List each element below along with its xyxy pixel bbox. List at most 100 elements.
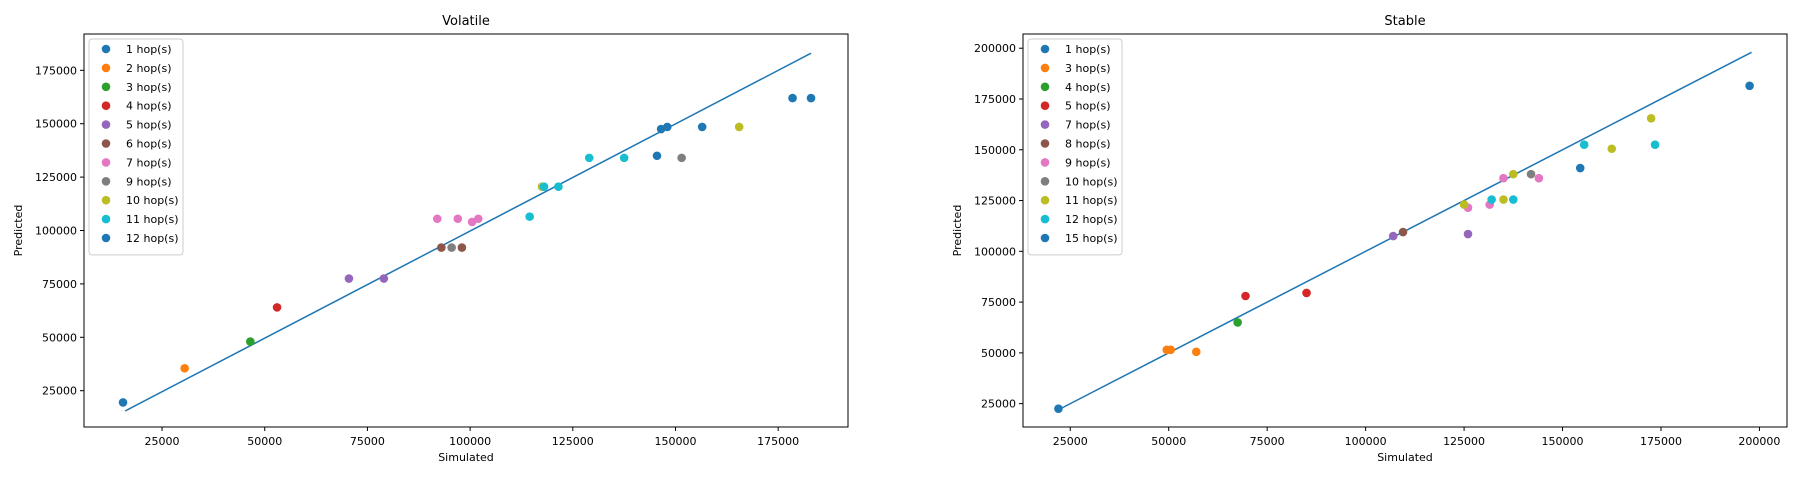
legend-marker xyxy=(101,63,111,73)
legend-entry: 8 hop(s) xyxy=(1065,138,1111,151)
chart-title: Stable xyxy=(1384,14,1425,29)
x-tick-label: 75000 xyxy=(350,435,385,448)
data-point xyxy=(437,243,446,252)
legend-entry: 4 hop(s) xyxy=(126,100,172,113)
data-point xyxy=(734,122,744,132)
data-point xyxy=(584,153,594,163)
legend-entry: 7 hop(s) xyxy=(126,156,172,169)
legend-marker xyxy=(1040,158,1050,167)
data-point xyxy=(1499,195,1508,204)
x-tick-label: 75000 xyxy=(1250,435,1285,448)
data-point xyxy=(1233,318,1242,327)
y-tick-label: 150000 xyxy=(974,144,1016,157)
y-tick-label: 125000 xyxy=(35,171,77,184)
data-point xyxy=(1487,195,1496,204)
legend-marker xyxy=(1040,139,1050,148)
y-tick-label: 25000 xyxy=(981,398,1016,411)
legend-entry: 4 hop(s) xyxy=(1065,81,1111,94)
data-point xyxy=(652,151,662,161)
data-point xyxy=(806,93,816,103)
data-point xyxy=(1508,169,1518,179)
data-point xyxy=(697,122,707,132)
x-axis-label: Simulated xyxy=(1377,451,1433,464)
legend-marker xyxy=(101,44,111,54)
data-point xyxy=(677,153,686,163)
data-point xyxy=(1302,288,1311,298)
legend-entry: 11 hop(s) xyxy=(1065,194,1118,207)
legend-marker xyxy=(101,101,111,110)
plot-frame xyxy=(83,33,849,428)
legend-marker xyxy=(101,177,111,186)
y-tick-label: 75000 xyxy=(42,278,77,291)
data-point xyxy=(344,274,354,283)
legend-entry: 12 hop(s) xyxy=(126,232,179,245)
legend-entry: 3 hop(s) xyxy=(1065,62,1111,75)
legend-box xyxy=(88,38,184,256)
y-tick-label: 100000 xyxy=(974,245,1016,258)
data-point xyxy=(619,153,629,163)
y-axis-label: Predicted xyxy=(951,205,964,257)
data-point xyxy=(539,182,549,192)
legend-marker xyxy=(101,233,111,243)
chart-volatile: Volatile Simulated Predicted 25000 50000 7… xyxy=(12,14,849,464)
data-point xyxy=(1499,173,1508,183)
data-point xyxy=(180,363,189,373)
legend-entry: 12 hop(s) xyxy=(1065,213,1118,226)
legend-marker xyxy=(101,139,111,148)
data-point xyxy=(1650,140,1660,149)
legend-box xyxy=(1027,38,1123,256)
x-tick-label: 50000 xyxy=(247,435,282,448)
legend-entry: 11 hop(s) xyxy=(126,213,179,226)
legend-entry: 3 hop(s) xyxy=(126,81,172,94)
legend-marker xyxy=(1040,214,1050,224)
y-tick-label: 125000 xyxy=(974,195,1016,208)
legend-marker xyxy=(101,214,111,224)
x-tick-label: 100000 xyxy=(449,435,491,448)
x-tick-label: 100000 xyxy=(1345,435,1387,448)
data-point xyxy=(1534,173,1544,183)
x-tick-label: 175000 xyxy=(757,435,799,448)
legend-marker xyxy=(1040,101,1050,110)
legend-entry: 9 hop(s) xyxy=(126,175,172,188)
legend-marker xyxy=(101,195,111,205)
x-tick-label: 50000 xyxy=(1151,435,1186,448)
legend-marker xyxy=(1040,120,1050,129)
data-point xyxy=(1579,140,1589,149)
data-point xyxy=(554,182,563,192)
y-tick-label: 100000 xyxy=(35,225,77,238)
data-point xyxy=(246,337,255,346)
legend-entry: 6 hop(s) xyxy=(126,138,172,151)
legend-entry: 9 hop(s) xyxy=(1065,156,1111,169)
chart-title: Volatile xyxy=(442,14,490,29)
data-point xyxy=(432,214,442,224)
y-axis-label: Predicted xyxy=(12,205,25,257)
data-point xyxy=(525,212,534,221)
data-point xyxy=(1575,163,1585,173)
legend-marker xyxy=(1040,44,1050,54)
y-tick-label: 50000 xyxy=(42,331,77,344)
legend-entry: 10 hop(s) xyxy=(126,194,179,207)
x-tick-label: 125000 xyxy=(552,435,594,448)
legend-entry: 15 hop(s) xyxy=(1065,232,1118,245)
x-tick-label: 125000 xyxy=(1443,435,1485,448)
x-tick-label: 25000 xyxy=(1053,435,1088,448)
data-point xyxy=(1463,229,1473,239)
data-point xyxy=(1745,81,1754,91)
data-point xyxy=(1388,231,1398,241)
y-tick-label: 25000 xyxy=(42,385,77,398)
legend-entry: 1 hop(s) xyxy=(1065,43,1111,56)
data-point xyxy=(1241,291,1250,301)
legend-entry: 7 hop(s) xyxy=(1065,119,1111,132)
legend-entry: 5 hop(s) xyxy=(1065,100,1111,113)
legend-marker xyxy=(1040,82,1050,92)
legend-marker xyxy=(101,120,111,129)
data-point xyxy=(1054,404,1063,414)
y-tick-label: 200000 xyxy=(974,42,1016,55)
data-point xyxy=(474,214,483,224)
legend-entry: 5 hop(s) xyxy=(126,119,172,132)
fit-line xyxy=(124,52,812,412)
x-tick-label: 175000 xyxy=(1640,435,1682,448)
x-tick-label: 150000 xyxy=(654,435,696,448)
data-point xyxy=(1508,195,1518,204)
